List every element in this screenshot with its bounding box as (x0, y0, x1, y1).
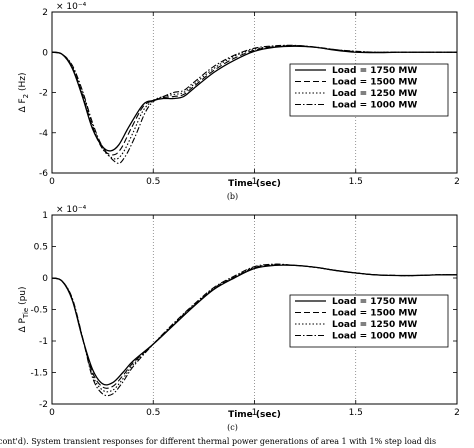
bottom-x-tick-label: 0.5 (146, 408, 160, 418)
bottom-ylabel-main: Δ P (18, 318, 28, 333)
bottom-y-tick-label: -2 (39, 400, 48, 410)
top-series-line-1 (51, 45, 457, 156)
bottom-x-tick-label: 1.5 (349, 408, 363, 418)
bottom-legend-box (289, 294, 449, 348)
top-legend-box (289, 63, 449, 117)
top-ylabel-sub: 2 (22, 94, 30, 98)
panel-top: 0 0.5 1 1.5 2-6-4-202 × 10⁻⁴ Time (sec) Δ F2… (18, 2, 460, 201)
bottom-series-line-3 (51, 263, 458, 397)
bottom-y-tick-label: 0.5 (34, 243, 48, 253)
top-x-tick-label: 0.5 (146, 177, 160, 187)
bottom-y-tick-label: -1.5 (30, 369, 48, 379)
top-series-line-2 (51, 44, 457, 160)
bottom-y-tick-label: -0.5 (30, 306, 48, 316)
bottom-y-tick-label: -1 (39, 337, 48, 347)
top-legend-label: Load = 1500 MW (332, 78, 417, 88)
top-legend-label: Load = 1250 MW (332, 89, 417, 99)
top-y-tick-label: 0 (42, 48, 48, 58)
top-ticks: 0 0.5 1 1.5 2 -6 -4 -2 0 2 (39, 8, 460, 187)
bottom-panel-label: (c) (227, 423, 238, 432)
bottom-legend-label: Load = 1000 MW (332, 332, 417, 342)
top-x-tick-label: 1.5 (349, 177, 363, 187)
top-legend-label: Load = 1750 MW (332, 66, 417, 76)
bottom-series-line-1 (51, 264, 458, 389)
bottom-legend-label: Load = 1750 MW (332, 297, 417, 307)
top-y-tick-label: -6 (39, 169, 48, 179)
bottom-x-axis-label: Time (sec) (228, 410, 281, 420)
bottom-x-tick-label: 1 (252, 408, 258, 418)
bottom-ticks: 0 0.5 1 1.5 2 -2 -1.5 -1 -0.5 0 0.5 1 (30, 211, 459, 418)
top-y-tick-label: -4 (39, 129, 48, 139)
figure-caption: cont'd). System transient responses for … (0, 437, 436, 446)
bottom-ylabel-sub: Tie (22, 308, 30, 319)
bottom-y-axis-label: Δ PTie (pu) (18, 286, 30, 332)
top-exponent-label: × 10⁻⁴ (56, 2, 87, 12)
top-y-axis-label: Δ F2 (Hz) (18, 72, 30, 112)
top-legend-label: Load = 1000 MW (332, 101, 417, 111)
top-x-axis-label: Time (sec) (228, 179, 281, 189)
bottom-legend-label: Load = 1500 MW (332, 309, 417, 319)
top-ylabel-unit: (Hz) (18, 72, 28, 93)
bottom-legend-label: Load = 1250 MW (332, 320, 417, 330)
bottom-x-tick-label: 2 (454, 408, 460, 418)
top-series (51, 44, 457, 164)
top-series-line-3 (51, 44, 457, 164)
top-x-tick-label: 1 (252, 177, 258, 187)
top-x-tick-label: 2 (454, 177, 460, 187)
bottom-exponent-label: × 10⁻⁴ (56, 205, 87, 215)
bottom-y-tick-label: 0 (42, 274, 48, 284)
bottom-x-tick-label: 0 (49, 408, 55, 418)
top-panel-label: (b) (227, 192, 238, 201)
top-y-tick-label: -2 (39, 89, 48, 99)
bottom-series (51, 263, 458, 397)
bottom-ylabel-unit: (pu) (18, 286, 28, 307)
top-ylabel-main: Δ F (18, 98, 28, 112)
top-x-tick-label: 0 (49, 177, 55, 187)
bottom-y-tick-label: 1 (42, 211, 48, 221)
top-y-tick-label: 2 (42, 8, 48, 18)
panel-bottom: 0 0.5 1 1.5 2 -2 -1.5 -1 -0.5 0 0.5 1 × 10⁻⁴ Time (… (18, 205, 460, 432)
